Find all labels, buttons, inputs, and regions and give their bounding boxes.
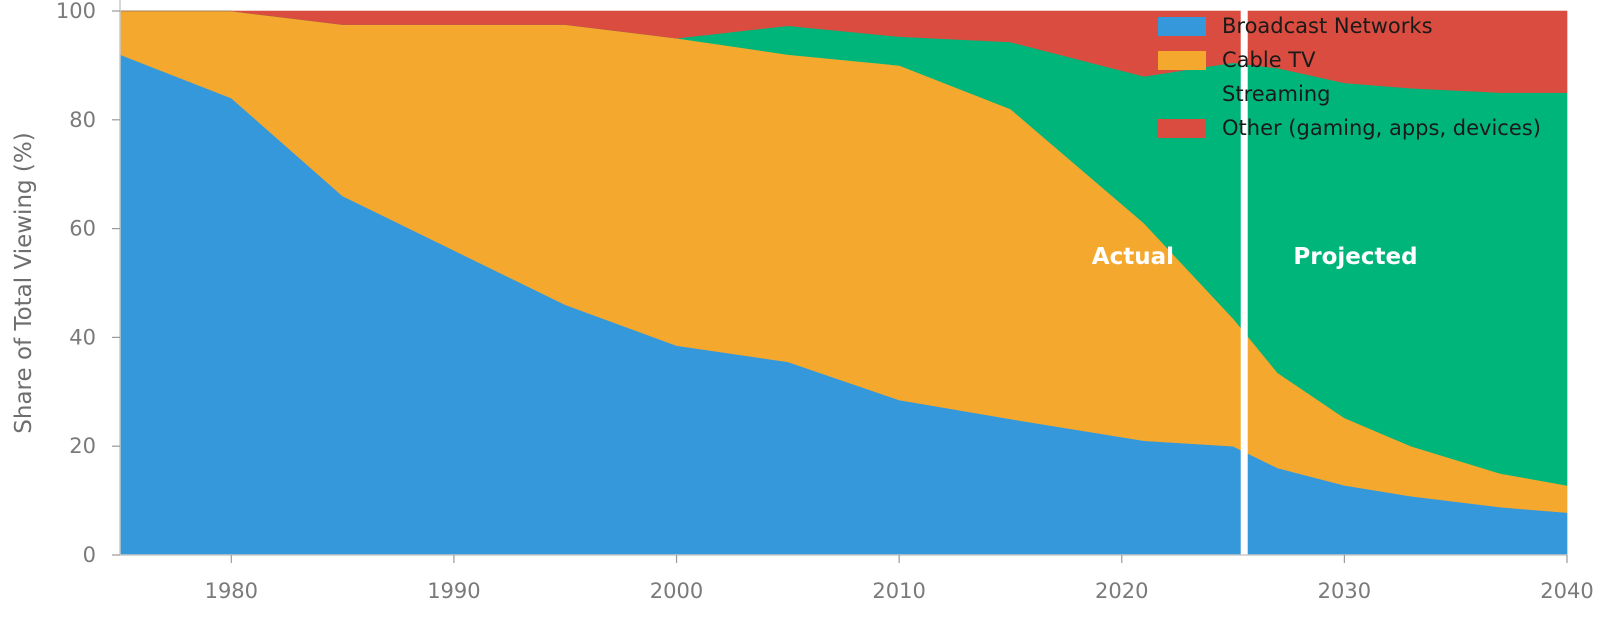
legend-swatch-other-gaming-apps-devices	[1158, 119, 1206, 138]
x-tick-label: 2040	[1540, 579, 1593, 603]
x-tick-label: 2000	[650, 579, 703, 603]
y-tick-label: 40	[69, 325, 96, 349]
y-tick-label: 80	[69, 108, 96, 132]
legend-label-other-gaming-apps-devices: Other (gaming, apps, devices)	[1222, 116, 1541, 140]
y-tick-label: 100	[56, 0, 96, 23]
y-tick-label: 0	[83, 543, 96, 567]
legend-swatch-cable-tv	[1158, 51, 1206, 70]
series-areas	[119, 10, 1568, 556]
y-axis-label: Share of Total Viewing (%)	[11, 132, 37, 433]
legend-swatch-broadcast-networks	[1158, 17, 1206, 36]
legend-label-streaming: Streaming	[1222, 82, 1330, 106]
legend: Broadcast Networks Cable TV Streaming Other…	[1158, 14, 1541, 140]
region-annotations: Actual Projected	[1092, 244, 1418, 270]
legend-label-cable-tv: Cable TV	[1222, 48, 1316, 72]
legend-label-broadcast-networks: Broadcast Networks	[1222, 14, 1433, 38]
x-tick-label: 2030	[1318, 579, 1371, 603]
x-tick-label: 1980	[205, 579, 258, 603]
legend-swatch-streaming	[1158, 85, 1206, 104]
annotation-projected: Projected	[1293, 244, 1417, 270]
y-tick-label: 60	[69, 217, 96, 241]
x-tick-label: 2020	[1095, 579, 1148, 603]
axes	[112, 0, 1568, 563]
annotation-actual: Actual	[1092, 244, 1174, 270]
x-tick-label: 2010	[872, 579, 925, 603]
x-tick-label: 1990	[427, 579, 480, 603]
y-tick-label: 20	[69, 434, 96, 458]
